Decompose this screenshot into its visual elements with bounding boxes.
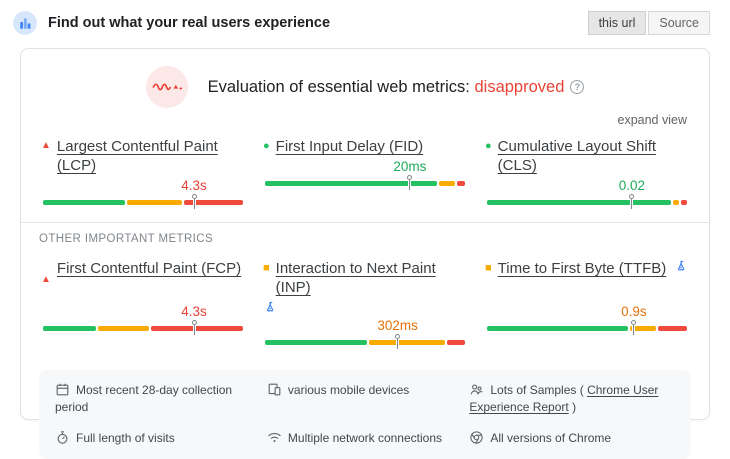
devices-icon bbox=[268, 383, 281, 396]
top-header: Find out what your real users experience… bbox=[0, 0, 730, 46]
metric-fcp: ▲ First Contentful Paint (FCP) 4.3s bbox=[41, 259, 245, 352]
this-url-button[interactable]: this url bbox=[587, 11, 647, 35]
evaluation-row: Evaluation of essential web metrics: dis… bbox=[39, 63, 691, 111]
experimental-icon bbox=[265, 300, 467, 315]
evaluation-label: Evaluation of essential web metrics: bbox=[207, 77, 470, 96]
chrome-versions-label: All versions of Chrome bbox=[490, 431, 612, 445]
metric-value: 0.9s bbox=[621, 304, 647, 319]
chrome-user-experience-report-link[interactable]: Chrome User Experience Report bbox=[469, 383, 659, 414]
essential-metrics-row: ▲ Largest Contentful Paint (LCP) 4.3s ● … bbox=[39, 137, 691, 212]
metric-marker bbox=[630, 320, 637, 335]
metric-title-link[interactable]: Time to First Byte (TTFB) bbox=[497, 260, 667, 277]
metric-indicator: ▲ bbox=[41, 140, 51, 151]
metric-marker bbox=[394, 334, 401, 349]
other-metrics-label: OTHER IMPORTANT METRICS bbox=[39, 233, 214, 245]
page-title: Find out what your real users experience bbox=[48, 15, 331, 31]
network-item: Multiple network connections bbox=[267, 430, 457, 447]
section-divider bbox=[21, 222, 709, 223]
stopwatch-icon bbox=[57, 431, 68, 444]
metric-indicator: ● bbox=[485, 140, 492, 152]
chrome-icon bbox=[470, 431, 483, 444]
metric-title-link[interactable]: Interaction to Next Paint (INP) bbox=[275, 260, 436, 296]
collection-period-label: Most recent 28-day collection period bbox=[55, 383, 233, 414]
calendar-icon bbox=[56, 383, 69, 396]
metric-indicator: ■ bbox=[263, 262, 270, 274]
evaluation-status: disapproved bbox=[474, 77, 565, 96]
evaluation-pulse-icon bbox=[145, 66, 188, 108]
metric-value: 0.02 bbox=[618, 178, 646, 193]
metric-indicator: ■ bbox=[485, 262, 492, 274]
metric-marker bbox=[628, 194, 635, 209]
metric-bar bbox=[43, 326, 243, 331]
metric-indicator: ● bbox=[263, 140, 270, 152]
metric-cls: ● Cumulative Layout Shift (CLS) 0.02 bbox=[485, 137, 689, 212]
metric-title-link[interactable]: First Contentful Paint (FCP) bbox=[56, 260, 242, 277]
chrome-versions-item: All versions of Chrome bbox=[469, 430, 675, 447]
collection-period-item: Most recent 28-day collection period bbox=[55, 382, 255, 416]
visit-length-label: Full length of visits bbox=[76, 431, 175, 445]
samples-item: Lots of Samples ( Chrome User Experience… bbox=[469, 382, 675, 416]
metric-value: 20ms bbox=[393, 159, 427, 174]
samples-icon bbox=[471, 384, 483, 395]
metric-title-link[interactable]: Cumulative Layout Shift (CLS) bbox=[497, 138, 657, 174]
metric-indicator: ▲ bbox=[41, 274, 51, 285]
metric-inp: ■ Interaction to Next Paint (INP) 302ms bbox=[263, 259, 467, 352]
metric-marker bbox=[406, 175, 413, 190]
visit-length-item: Full length of visits bbox=[55, 430, 255, 447]
metric-marker bbox=[191, 320, 198, 335]
metric-value: 4.3s bbox=[181, 178, 207, 193]
devices-item: various mobile devices bbox=[267, 382, 457, 399]
metric-title-link[interactable]: Largest Contentful Paint (LCP) bbox=[56, 138, 218, 174]
metric-marker bbox=[191, 194, 198, 209]
metric-ttfb: ■ Time to First Byte (TTFB) 0.9s bbox=[485, 259, 689, 352]
metric-bar bbox=[265, 181, 466, 186]
metrics-card: Evaluation of essential web metrics: dis… bbox=[20, 48, 710, 459]
metric-bar bbox=[487, 200, 687, 205]
real-users-icon bbox=[12, 10, 38, 36]
metric-bar bbox=[487, 326, 688, 331]
wifi-icon bbox=[268, 433, 281, 442]
help-icon[interactable]: ? bbox=[570, 80, 585, 95]
experimental-icon bbox=[676, 259, 688, 277]
samples-prefix: Lots of Samples ( bbox=[490, 383, 588, 397]
devices-label: various mobile devices bbox=[287, 383, 410, 397]
collection-details-footer: Most recent 28-day collection period var… bbox=[39, 370, 691, 459]
other-metrics-row: ▲ First Contentful Paint (FCP) 4.3s ■ In… bbox=[39, 259, 691, 352]
metric-bar bbox=[265, 340, 465, 345]
metric-bar bbox=[43, 200, 243, 205]
samples-suffix: ) bbox=[568, 400, 577, 414]
metric-lcp: ▲ Largest Contentful Paint (LCP) 4.3s bbox=[41, 137, 245, 212]
metric-fid: ● First Input Delay (FID) 20ms bbox=[263, 137, 467, 212]
metric-value: 302ms bbox=[377, 318, 418, 333]
expand-view-link[interactable]: expand view bbox=[617, 113, 688, 127]
metric-title-link[interactable]: First Input Delay (FID) bbox=[275, 138, 424, 155]
metric-value: 4.3s bbox=[181, 304, 207, 319]
source-button[interactable]: Source bbox=[648, 11, 710, 35]
evaluation-title: Evaluation of essential web metrics: dis… bbox=[208, 78, 585, 97]
network-label: Multiple network connections bbox=[287, 431, 442, 445]
